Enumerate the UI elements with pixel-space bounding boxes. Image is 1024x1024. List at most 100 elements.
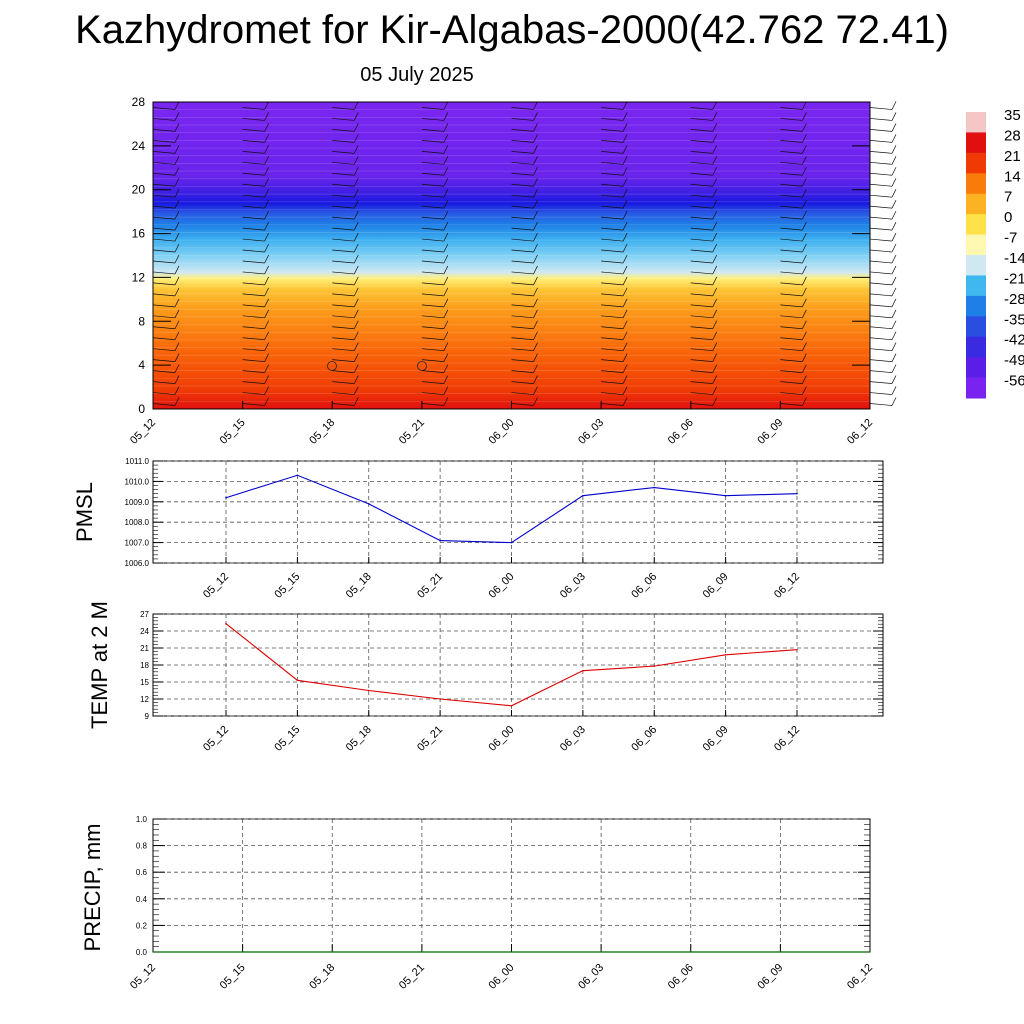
wind-barb <box>601 194 624 198</box>
wind-barb <box>511 260 534 264</box>
precip-ylabel: PRECIP, mm <box>80 824 105 952</box>
wind-barb <box>869 282 893 286</box>
pmsl-data-point <box>724 494 727 497</box>
wind-barb-flag <box>712 210 718 220</box>
wind-barb <box>511 359 534 363</box>
wind-barb <box>869 172 893 176</box>
wind-barb <box>242 194 265 198</box>
temp2m-x-tick-label: 06_03 <box>558 724 588 754</box>
wind-barb-flag <box>891 375 897 384</box>
wind-barb-flag <box>174 386 180 395</box>
wind-barb-flag <box>622 112 628 121</box>
wind-barb-flag <box>712 342 718 351</box>
wind-barb-flag <box>891 254 897 264</box>
wind-barb <box>511 271 534 275</box>
wind-barb-flag <box>622 101 628 110</box>
wind-barb-flag <box>174 364 180 373</box>
wind-barb <box>780 150 803 154</box>
wind-barb-flag <box>802 254 807 264</box>
temp2m-x-tick-label: 05_18 <box>344 724 374 754</box>
x-tick-label: 05_15 <box>218 417 248 447</box>
wind-barb <box>690 271 713 275</box>
wind-barb <box>690 337 713 341</box>
wind-barb <box>511 403 534 406</box>
wind-barb-flag <box>353 298 359 307</box>
wind-barb <box>780 392 803 395</box>
wind-barb <box>242 107 265 110</box>
wind-barb <box>869 260 893 264</box>
colorbar-swatch <box>966 316 986 338</box>
wind-barb-flag <box>264 178 269 187</box>
wind-barb <box>332 359 355 363</box>
wind-barb <box>601 249 624 253</box>
wind-barb <box>332 282 355 286</box>
wind-barb <box>511 150 534 154</box>
wind-barb-flag <box>353 331 359 340</box>
pmsl-data-point <box>296 474 299 477</box>
temp2m-y-tick-label: 15 <box>140 678 149 687</box>
wind-barb <box>421 183 444 187</box>
wind-barb <box>869 370 893 373</box>
wind-barb <box>780 359 803 363</box>
wind-barb-flag <box>891 167 897 176</box>
wind-barb-flag <box>712 331 718 340</box>
wind-barb-flag <box>353 397 359 406</box>
wind-barb-flag <box>533 353 538 362</box>
wind-barb <box>601 282 624 286</box>
colorbar-swatch <box>966 193 986 215</box>
wind-barb-flag <box>264 265 269 275</box>
wind-barb-flag <box>622 386 628 395</box>
wind-barb-flag <box>264 298 269 307</box>
wind-barb-flag <box>533 123 538 132</box>
wind-barb-flag <box>802 320 807 329</box>
wind-barb <box>242 216 265 220</box>
wind-barb <box>780 118 803 121</box>
wind-barb-flag <box>443 386 449 395</box>
wind-barb <box>690 392 713 395</box>
wind-barb <box>152 172 176 176</box>
colorbar-label: 7 <box>1004 189 1012 206</box>
wind-barb <box>242 249 265 253</box>
wind-barb <box>242 260 265 264</box>
wind-barb-flag <box>622 123 628 132</box>
wind-barb <box>421 381 444 384</box>
precip-x-tick-label: 05_12 <box>128 962 158 992</box>
wind-barb <box>601 161 624 165</box>
wind-barb-flag <box>443 309 449 318</box>
wind-barb-flag <box>443 123 449 132</box>
temp2m-x-tick-label: 05_12 <box>201 724 231 754</box>
wind-barb <box>332 205 355 209</box>
wind-barb <box>690 183 713 187</box>
wind-barb-flag <box>533 320 538 329</box>
wind-barb-flag <box>802 276 807 286</box>
wind-barb <box>421 238 444 242</box>
wind-barb <box>421 315 444 319</box>
wind-barb-flag <box>622 364 628 373</box>
wind-barb-flag <box>264 167 269 176</box>
wind-barb <box>152 326 176 330</box>
wind-barb <box>242 150 265 154</box>
wind-barb-flag <box>264 386 269 395</box>
wind-barb <box>869 403 893 406</box>
wind-barb-flag <box>174 320 180 329</box>
wind-barb-flag <box>264 364 269 373</box>
wind-barb <box>869 359 893 363</box>
precip-x-tick-label: 05_18 <box>307 962 337 992</box>
wind-barb <box>421 216 444 220</box>
wind-barb <box>332 227 355 231</box>
wind-barb <box>511 370 534 373</box>
wind-barb <box>152 205 176 209</box>
wind-barb-flag <box>353 375 359 384</box>
temp2m-data-point <box>225 622 227 625</box>
wind-barb <box>242 293 265 297</box>
wind-barb-flag <box>802 342 807 351</box>
wind-barb <box>869 107 893 110</box>
wind-barb <box>152 118 176 121</box>
wind-barb-flag <box>443 375 449 384</box>
wind-barb <box>332 161 355 165</box>
wind-barb-flag <box>353 342 359 351</box>
wind-barb <box>511 337 534 341</box>
wind-barb <box>242 271 265 275</box>
wind-barb-flag <box>712 375 718 384</box>
wind-barb-flag <box>264 232 269 242</box>
